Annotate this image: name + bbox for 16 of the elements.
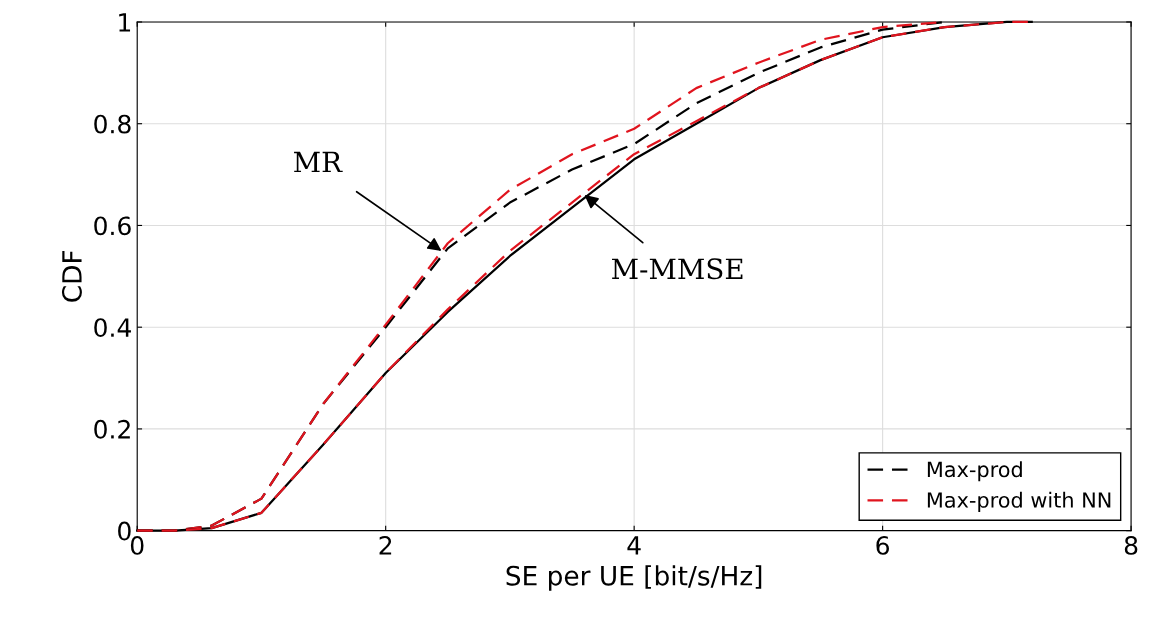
legend-label: Max-prod with NN: [927, 491, 1111, 512]
annotation: M-MMSE: [612, 258, 743, 280]
y-tick-label: 0.6: [94, 216, 131, 236]
y-tick-label: 1: [119, 13, 131, 32]
y-tick-label: 0.4: [94, 318, 131, 338]
x-tick-label: 4: [627, 536, 641, 555]
y-tick-label: 0: [118, 521, 131, 541]
y-tick-label: 0.8: [94, 114, 131, 134]
legend-label: Max-prod: [927, 461, 1022, 482]
x-tick-label: 2: [379, 535, 392, 555]
annotation: MR: [294, 151, 343, 173]
x-tick-label: 8: [1124, 535, 1138, 555]
y-tick-label: 0.2: [94, 419, 130, 439]
x-axis-title: SE per UE [bit/s/Hz]: [506, 565, 762, 591]
x-tick-label: 6: [876, 535, 889, 555]
y-axis-title: CDF: [61, 250, 82, 302]
